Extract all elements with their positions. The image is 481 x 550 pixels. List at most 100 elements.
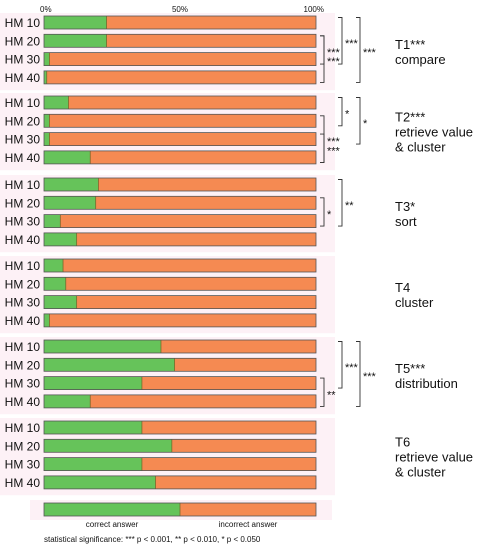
bar-outline (43, 313, 317, 328)
bar-incorrect-segment (44, 114, 316, 128)
significance-footnote: statistical significance: *** p < 0.001,… (44, 535, 261, 544)
bar-correct-segment (44, 340, 161, 353)
bar-6-3 (43, 457, 317, 472)
bar-correct-segment (44, 132, 50, 146)
task-label: & cluster (395, 465, 446, 480)
bracket-line (338, 97, 343, 127)
bar-6-4 (43, 475, 317, 490)
bar-correct-segment (44, 214, 61, 228)
bar-outline (43, 295, 317, 310)
bar-correct-segment (44, 277, 66, 291)
significance-bracket: *** (320, 35, 341, 83)
bar-outline (43, 150, 317, 165)
significance-bracket: *** (338, 17, 359, 65)
legend-correct-segment (44, 503, 180, 516)
significance-bracket: ** (338, 179, 354, 227)
task-label: T3* (395, 199, 415, 214)
legend-correct-label: correct answer (86, 520, 139, 529)
bar-incorrect-segment (44, 394, 316, 408)
bracket-stars: *** (327, 136, 341, 148)
row-label: HM 30 (5, 458, 41, 472)
bar-incorrect-segment (44, 214, 316, 228)
bar-4-1 (43, 258, 317, 273)
task-label: & cluster (395, 140, 446, 155)
bar-outline (43, 52, 317, 66)
task-label: T5*** (395, 361, 425, 376)
significance-bracket: * (338, 97, 350, 127)
bracket-stars: * (345, 109, 350, 121)
legend-outline (43, 502, 317, 517)
bar-outline (43, 357, 317, 372)
bar-outline (43, 232, 317, 247)
axis-tick-label: 100% (304, 5, 324, 14)
task-label: T1*** (395, 37, 425, 52)
bracket-stars: *** (327, 47, 341, 59)
task-label: distribution (395, 376, 458, 391)
row-label: HM 10 (5, 16, 41, 30)
task-label: retrieve value (395, 450, 473, 465)
bracket-stars: *** (345, 362, 359, 374)
bar-6-1 (43, 420, 317, 435)
bar-outline (43, 376, 317, 391)
bar-2-2 (43, 113, 317, 128)
row-label: HM 40 (5, 314, 41, 328)
bar-correct-segment (44, 421, 142, 434)
significance-bracket: * (356, 97, 368, 145)
bar-correct-segment (44, 376, 142, 390)
task-label: T4 (395, 280, 410, 295)
bar-correct-segment (44, 295, 77, 309)
bracket-stars: *** (327, 145, 341, 157)
bar-incorrect-segment (44, 52, 316, 66)
row-label: HM 40 (5, 151, 41, 165)
bar-3-3 (43, 214, 317, 229)
bar-outline (43, 177, 317, 192)
task-label: T2*** (395, 110, 425, 125)
bar-1-1 (43, 15, 317, 30)
bracket-line (320, 377, 325, 407)
bar-5-3 (43, 376, 317, 391)
bar-correct-segment (44, 150, 91, 164)
bracket-line (338, 179, 343, 227)
row-label: HM 20 (5, 277, 41, 291)
bar-correct-segment (44, 259, 64, 272)
row-label: HM 20 (5, 34, 41, 48)
row-label: HM 30 (5, 133, 41, 147)
bar-outline (43, 70, 317, 85)
bar-outline (43, 132, 317, 147)
bracket-line (356, 341, 361, 407)
bar-correct-segment (44, 457, 142, 471)
legend-incorrect-label: incorrect answer (219, 520, 278, 529)
significance-bracket: ** (320, 377, 336, 407)
bar-incorrect-segment (44, 96, 316, 109)
bracket-line (320, 133, 325, 163)
bar-incorrect-segment (44, 178, 316, 191)
row-label: HM 40 (5, 71, 41, 85)
bracket-line (356, 17, 361, 83)
row-label: HM 30 (5, 53, 41, 67)
row-label: HM 40 (5, 233, 41, 247)
row-label: HM 20 (5, 439, 41, 453)
row-label: HM 10 (5, 340, 41, 354)
row-label: HM 10 (5, 178, 41, 192)
bracket-stars: * (327, 209, 332, 221)
task-label: T6 (395, 435, 410, 450)
bar-outline (43, 420, 317, 435)
bar-incorrect-segment (44, 34, 316, 48)
bar-incorrect-segment (44, 132, 316, 146)
bracket-stars: *** (363, 371, 377, 383)
bar-outline (43, 113, 317, 128)
bar-5-4 (43, 394, 317, 409)
task-label: compare (395, 52, 446, 67)
bar-correct-segment (44, 16, 107, 29)
bracket-line (320, 197, 325, 227)
row-label: HM 10 (5, 259, 41, 273)
axis-tick-label: 50% (172, 5, 188, 14)
bar-correct-segment (44, 34, 107, 48)
bar-4-3 (43, 295, 317, 310)
task-label: sort (395, 214, 417, 229)
bar-correct-segment (44, 178, 99, 191)
bar-incorrect-segment (44, 232, 316, 246)
bar-correct-segment (44, 313, 50, 327)
bar-5-2 (43, 357, 317, 372)
row-label: HM 10 (5, 421, 41, 435)
